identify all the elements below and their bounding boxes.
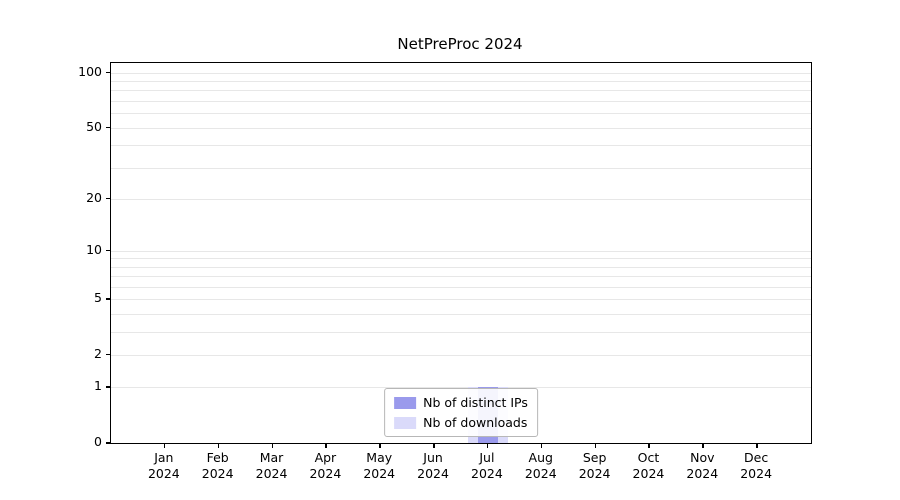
x-tick-label: Jul 2024 xyxy=(471,450,503,481)
y-gridline xyxy=(111,167,811,169)
x-tick-mark xyxy=(648,444,650,448)
y-gridline xyxy=(111,266,811,268)
y-tick-label: 50 xyxy=(86,118,102,134)
y-gridline xyxy=(111,101,811,102)
x-tick-mark xyxy=(379,444,381,448)
y-gridline xyxy=(111,258,811,260)
y-gridline xyxy=(111,354,811,356)
y-gridline xyxy=(111,145,811,146)
x-tick-label: Sep 2024 xyxy=(578,450,611,481)
x-tick-label: Jun 2024 xyxy=(417,450,449,481)
x-tick-label: Mar 2024 xyxy=(255,450,288,481)
legend-swatch-icon xyxy=(394,396,417,409)
chart-title: NetPreProc 2024 xyxy=(397,35,523,53)
y-gridline xyxy=(111,198,811,200)
y-tick-mark xyxy=(106,298,110,300)
x-tick-mark xyxy=(756,444,758,448)
y-gridline xyxy=(111,286,811,288)
y-gridline xyxy=(111,113,811,115)
x-tick-mark xyxy=(702,444,704,448)
y-gridline xyxy=(111,313,811,315)
y-tick-mark xyxy=(106,353,110,356)
y-tick-label: 10 xyxy=(86,241,102,257)
x-tick-mark xyxy=(540,444,543,448)
y-gridline xyxy=(111,90,811,92)
y-tick-mark xyxy=(106,386,110,388)
x-tick-mark xyxy=(594,444,597,448)
y-tick-label: 5 xyxy=(94,290,102,306)
x-tick-mark xyxy=(163,444,166,448)
y-gridline xyxy=(111,331,811,333)
y-gridline xyxy=(111,72,811,74)
x-tick-mark xyxy=(271,444,274,448)
y-tick-mark xyxy=(106,126,110,129)
y-tick-mark xyxy=(106,249,110,252)
x-tick-label: Dec 2024 xyxy=(740,450,773,481)
x-tick-mark xyxy=(433,444,435,448)
legend: Nb of distinct IPs Nb of downloads xyxy=(384,388,538,437)
y-gridline xyxy=(111,250,811,252)
x-tick-mark xyxy=(486,444,489,448)
y-gridline xyxy=(111,127,811,129)
legend-item: Nb of downloads xyxy=(394,415,528,430)
y-tick-mark xyxy=(106,197,110,200)
x-tick-label: Apr 2024 xyxy=(309,450,342,481)
y-tick-label: 2 xyxy=(94,345,102,361)
y-tick-label: 0 xyxy=(94,434,102,449)
y-tick-label: 20 xyxy=(86,189,102,205)
y-gridline xyxy=(111,276,811,278)
y-tick-label: 100 xyxy=(78,63,102,79)
legend-label: Nb of distinct IPs xyxy=(423,395,528,410)
plot-area: Nb of distinct IPs Nb of downloads xyxy=(110,62,812,444)
legend-swatch-icon xyxy=(394,416,417,429)
y-tick-mark xyxy=(106,71,110,74)
y-gridline xyxy=(111,81,811,83)
x-tick-label: Nov 2024 xyxy=(686,450,719,481)
x-tick-label: Feb 2024 xyxy=(201,450,234,481)
y-tick-label: 1 xyxy=(94,378,102,394)
legend-item: Nb of distinct IPs xyxy=(394,395,528,410)
y-gridline xyxy=(111,299,811,301)
x-tick-mark xyxy=(217,444,220,448)
x-tick-label: Jan 2024 xyxy=(147,450,180,481)
x-tick-label: Aug 2024 xyxy=(524,450,557,481)
x-tick-mark xyxy=(325,444,327,448)
x-tick-label: May 2024 xyxy=(363,450,396,481)
legend-label: Nb of downloads xyxy=(423,415,528,430)
y-tick-mark xyxy=(106,442,110,444)
x-tick-label: Oct 2024 xyxy=(632,450,665,481)
